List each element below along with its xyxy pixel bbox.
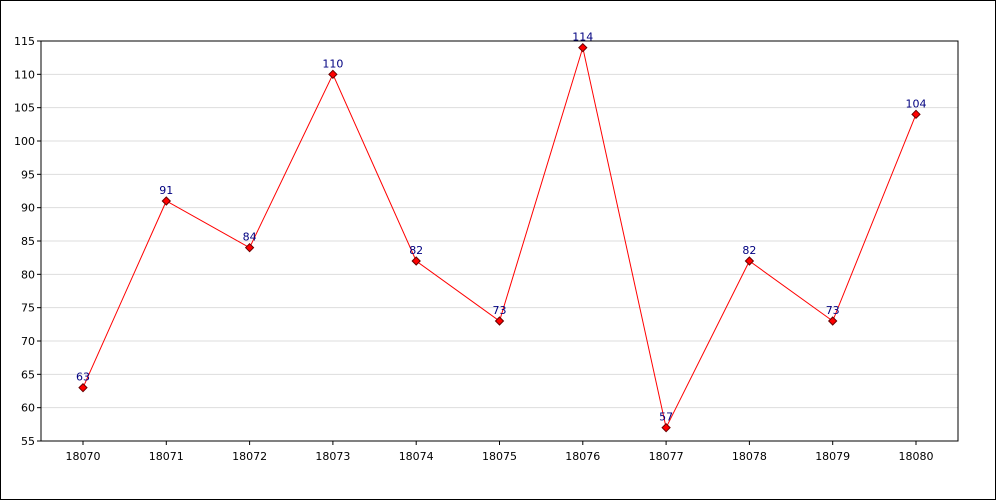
series-line	[82, 45, 917, 430]
data-point-label: 114	[572, 31, 593, 44]
data-point-label: 84	[243, 231, 257, 244]
axes: 55 60 65 70 75 80 85 90 95 100 105 110 115 18070 18071…	[14, 35, 959, 463]
x-tick-label: 18079	[815, 450, 850, 463]
x-tick-label: 18074	[399, 450, 434, 463]
y-tick-label: 85	[21, 235, 35, 248]
data-point-marker	[744, 256, 755, 266]
data-point-marker	[78, 382, 88, 393]
x-tick-label: 18080	[899, 450, 934, 463]
data-point-label: 73	[493, 304, 507, 317]
data-point-marker	[827, 316, 838, 326]
y-tick-label: 60	[21, 402, 35, 415]
x-tick-label: 18073	[315, 450, 350, 463]
data-point-label: 82	[409, 244, 423, 257]
x-tick-label: 18070	[66, 450, 101, 463]
data-point-label: 104	[906, 97, 927, 110]
data-markers	[78, 42, 921, 433]
data-point-marker	[494, 316, 505, 326]
data-point-marker	[661, 422, 671, 433]
data-point-label: 63	[76, 371, 90, 384]
data-point-marker	[244, 242, 255, 253]
data-point-marker	[328, 69, 338, 80]
y-tick-label: 95	[21, 168, 35, 181]
data-point-label: 110	[322, 57, 343, 70]
y-tick-label: 55	[21, 435, 35, 448]
data-point-label: 91	[159, 184, 173, 197]
x-tick-label: 18076	[565, 450, 600, 463]
x-tick-label: 18072	[232, 450, 267, 463]
x-tick-label: 18077	[649, 450, 684, 463]
y-tick-label: 115	[14, 35, 35, 48]
series-polyline	[82, 45, 917, 430]
x-tick-label: 18075	[482, 450, 517, 463]
data-labels: 63 91 84 110 82 73 114 57 82 73 104	[76, 31, 927, 424]
y-tick-label: 75	[21, 302, 35, 315]
y-tick-label: 80	[21, 268, 35, 281]
data-point-marker	[578, 42, 588, 53]
grid-lines	[41, 73, 958, 409]
y-tick-label: 100	[14, 135, 35, 148]
data-point-label: 73	[826, 304, 840, 317]
x-tick-label: 18078	[732, 450, 767, 463]
y-tick-label: 110	[14, 68, 35, 81]
data-point-marker	[911, 109, 921, 120]
y-tick-label: 65	[21, 368, 35, 381]
y-tick-label: 90	[21, 202, 35, 215]
data-point-label: 57	[659, 411, 673, 424]
x-tick-label: 18071	[149, 450, 184, 463]
y-tick-label: 70	[21, 335, 35, 348]
y-tick-label: 105	[14, 102, 35, 115]
data-point-marker	[161, 196, 172, 206]
data-point-label: 82	[742, 244, 756, 257]
data-point-marker	[411, 256, 421, 266]
